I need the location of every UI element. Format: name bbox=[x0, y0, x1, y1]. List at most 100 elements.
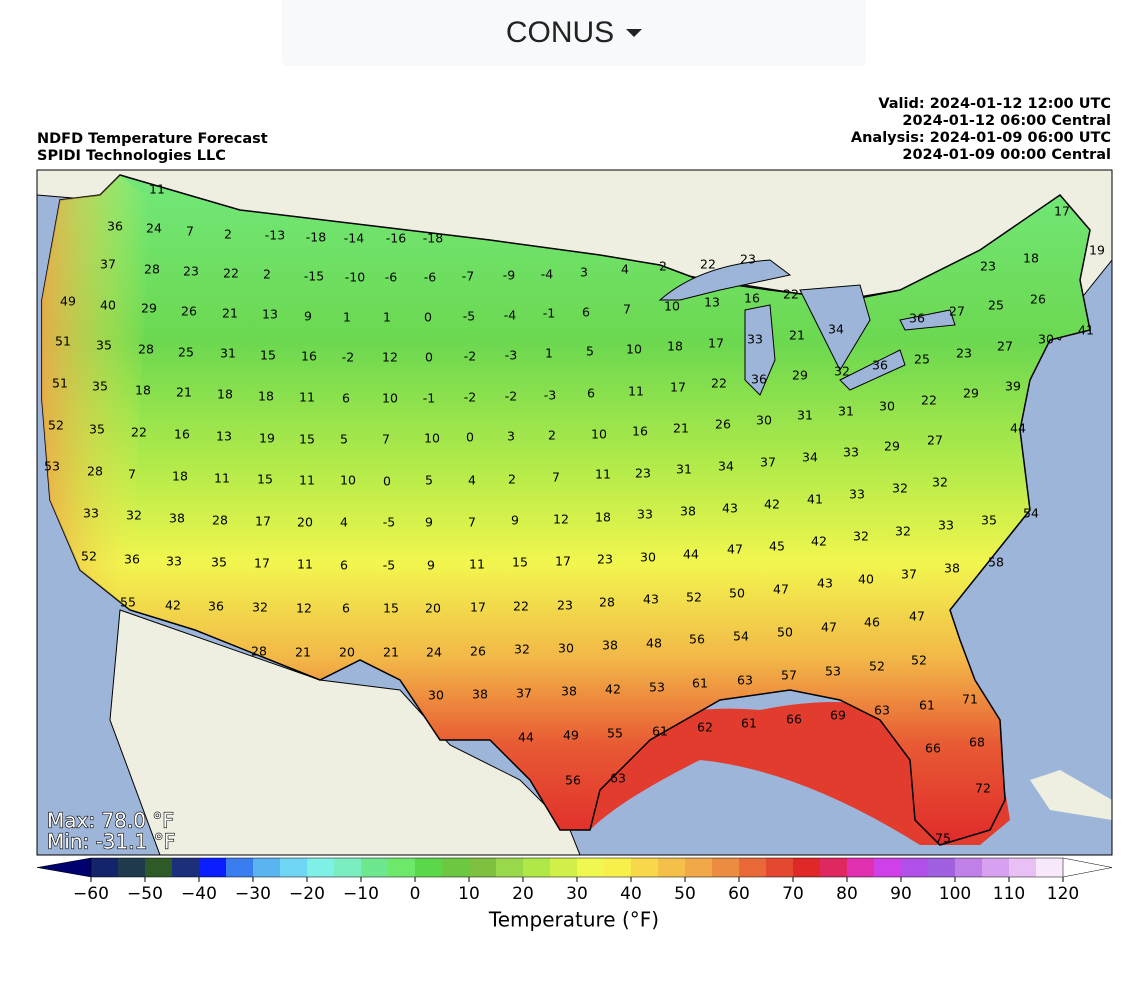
colorbar-segment bbox=[469, 858, 497, 877]
map-frame bbox=[36, 169, 1113, 856]
station-temp: 36 bbox=[909, 311, 925, 326]
station-temp: 11 bbox=[299, 473, 315, 488]
colorbar-segment bbox=[982, 858, 1010, 877]
station-temp: 50 bbox=[777, 625, 793, 640]
station-temp: 7 bbox=[128, 467, 136, 482]
station-temp: 55 bbox=[120, 595, 136, 610]
station-temp: 33 bbox=[849, 487, 865, 502]
station-temp: 12 bbox=[296, 601, 312, 616]
colorbar-over bbox=[1062, 857, 1113, 878]
colorbar-segment bbox=[847, 858, 875, 877]
station-temp: 54 bbox=[1023, 506, 1039, 521]
station-temp: 30 bbox=[1038, 332, 1054, 347]
station-temp: 22 bbox=[513, 599, 529, 614]
station-temp: 31 bbox=[838, 404, 854, 419]
station-temp: 46 bbox=[864, 615, 880, 630]
station-temp: 2 bbox=[548, 428, 556, 443]
station-temp: -3 bbox=[544, 388, 556, 403]
station-temp: -9 bbox=[503, 268, 516, 283]
station-temp: 50 bbox=[729, 586, 745, 601]
station-temp: 11 bbox=[149, 182, 165, 197]
lake-huron bbox=[799, 284, 871, 372]
station-temp: 4 bbox=[340, 515, 348, 530]
station-temp: 1 bbox=[343, 310, 351, 325]
colorbar-segment bbox=[253, 858, 281, 877]
station-temp: 11 bbox=[297, 557, 313, 572]
station-temp: 39 bbox=[1005, 379, 1021, 394]
station-temp: 10 bbox=[626, 342, 642, 357]
colorbar-segment bbox=[874, 858, 902, 877]
station-temp: 42 bbox=[165, 598, 181, 613]
colorbar-tick-label: 30 bbox=[566, 884, 588, 904]
station-temp: 41 bbox=[807, 492, 823, 507]
station-temp: 25 bbox=[988, 298, 1004, 313]
station-temp: 26 bbox=[181, 304, 197, 319]
station-temp: 1 bbox=[545, 346, 553, 361]
colorbar-segment bbox=[577, 858, 605, 877]
station-temp: 32 bbox=[853, 529, 869, 544]
station-temp: 17 bbox=[1054, 204, 1070, 219]
station-temp: 16 bbox=[632, 424, 648, 439]
station-temp: 28 bbox=[599, 595, 615, 610]
region-dropdown[interactable]: CONUS bbox=[282, 0, 866, 66]
station-temp: 37 bbox=[100, 257, 116, 272]
station-temp: 20 bbox=[297, 515, 313, 530]
station-temp: 28 bbox=[138, 342, 154, 357]
station-temp: 2 bbox=[508, 472, 516, 487]
station-temp: 21 bbox=[222, 306, 238, 321]
colorbar-tick-label: 70 bbox=[782, 884, 804, 904]
lake-ontario bbox=[899, 309, 956, 331]
station-temp: 33 bbox=[747, 332, 763, 347]
lake-michigan bbox=[744, 304, 776, 396]
colorbar-segment bbox=[766, 858, 794, 877]
station-temp: 35 bbox=[96, 338, 112, 353]
station-temp: -2 bbox=[464, 349, 476, 364]
station-temp: 3 bbox=[580, 265, 588, 280]
station-temp: 75 bbox=[935, 831, 951, 846]
station-temp: 22 bbox=[711, 376, 727, 391]
station-temp: 9 bbox=[425, 515, 433, 530]
station-temp: 49 bbox=[60, 294, 76, 309]
valid-time-central: 2024-01-12 06:00 Central bbox=[902, 113, 1111, 129]
station-temp: 18 bbox=[258, 389, 274, 404]
station-temp: -2 bbox=[464, 390, 476, 405]
station-temp: -4 bbox=[541, 267, 554, 282]
station-temp: 38 bbox=[472, 687, 488, 702]
station-temp: 15 bbox=[299, 432, 315, 447]
colorbar-segment bbox=[199, 858, 227, 877]
station-temp: 26 bbox=[715, 417, 731, 432]
station-temp: 33 bbox=[843, 445, 859, 460]
station-temp: 9 bbox=[511, 513, 519, 528]
station-temp: 48 bbox=[646, 636, 662, 651]
colorbar-tick-label: 10 bbox=[458, 884, 480, 904]
station-temp: 51 bbox=[52, 376, 68, 391]
station-temp: 21 bbox=[295, 645, 311, 660]
station-temp: 17 bbox=[555, 554, 571, 569]
station-temp: 37 bbox=[760, 455, 776, 470]
station-temp: 47 bbox=[909, 609, 925, 624]
station-temp: 0 bbox=[424, 310, 432, 325]
station-temp: 6 bbox=[587, 386, 595, 401]
station-temp: 36 bbox=[124, 552, 140, 567]
station-temp: 28 bbox=[212, 513, 228, 528]
station-temp: 17 bbox=[708, 336, 724, 351]
colorbar-segment bbox=[793, 858, 821, 877]
station-temp: 23 bbox=[740, 252, 756, 267]
colorbar-segment bbox=[955, 858, 983, 877]
caret[interactable] bbox=[626, 29, 643, 37]
station-temp: 11 bbox=[595, 467, 611, 482]
station-temp: 15 bbox=[512, 555, 528, 570]
station-temp: 18 bbox=[172, 469, 188, 484]
station-temp: 32 bbox=[932, 475, 948, 490]
credit: SPIDI Technologies LLC bbox=[37, 148, 226, 164]
dropdown-label[interactable]: CONUS bbox=[505, 16, 615, 49]
station-temp: 52 bbox=[911, 653, 927, 668]
colorbar-segment bbox=[658, 858, 686, 877]
station-temp: 61 bbox=[652, 724, 668, 739]
colorbar-segment bbox=[631, 858, 659, 877]
station-temp: 22 bbox=[921, 393, 937, 408]
station-temp: 35 bbox=[981, 513, 997, 528]
station-temp: 54 bbox=[733, 629, 749, 644]
station-temp: 19 bbox=[1089, 243, 1105, 258]
